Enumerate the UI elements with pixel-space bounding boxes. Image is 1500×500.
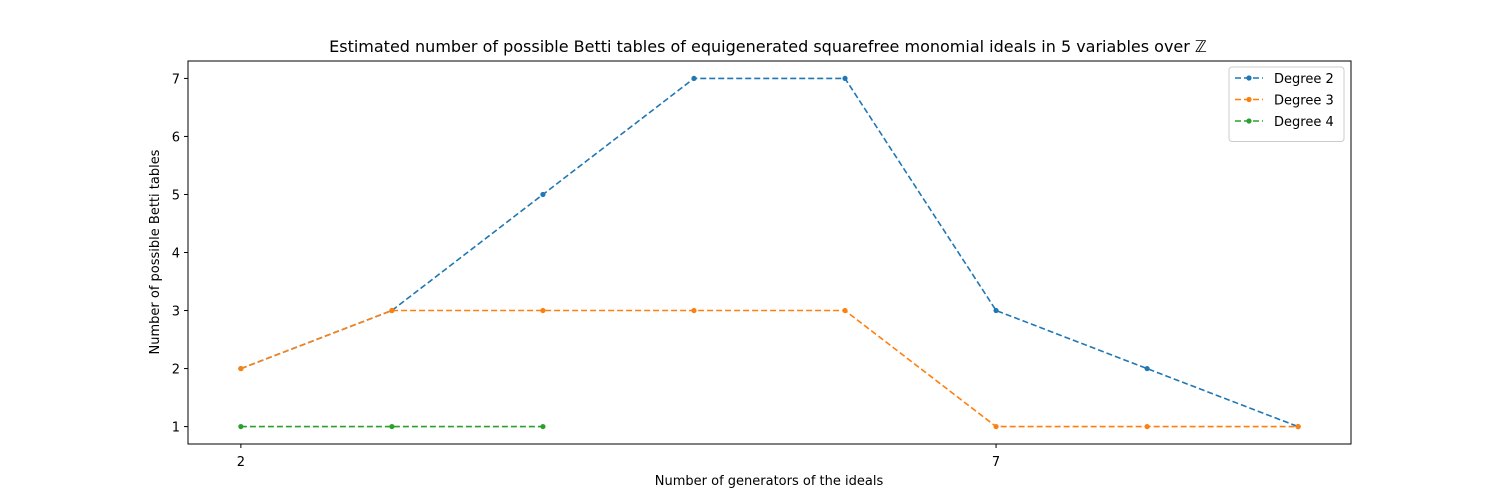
- data-point: [238, 423, 244, 430]
- y-tick-label: 1: [172, 421, 180, 436]
- x-tick-label: 2: [237, 455, 245, 470]
- legend-item: Degree 4: [1235, 115, 1334, 130]
- series-3: [238, 423, 546, 430]
- series-line: [240, 309, 1299, 428]
- legend: Degree 2 Degree 3 Degree 4: [1228, 66, 1345, 142]
- x-axis-label: Number of generators of the ideals: [655, 474, 884, 489]
- series-2: [238, 307, 1301, 430]
- x-tick-label: 7: [992, 455, 1000, 470]
- data-point: [842, 307, 848, 314]
- data-point: [389, 423, 395, 430]
- y-tick-label: 2: [172, 363, 180, 378]
- y-tick-label: 5: [172, 188, 180, 203]
- legend-box: [1228, 66, 1345, 142]
- legend-label: Degree 2: [1274, 72, 1334, 87]
- data-point: [389, 307, 395, 314]
- legend-marker: [1246, 75, 1252, 81]
- data-point: [842, 75, 848, 82]
- data-point: [1144, 423, 1150, 430]
- legend-label: Degree 4: [1274, 115, 1334, 130]
- y-tick-label: 3: [172, 305, 180, 320]
- y-axis-label: Number of possible Betti tables: [148, 149, 163, 354]
- y-tick-label: 4: [172, 247, 180, 262]
- plot-area: [238, 75, 1301, 430]
- y-tick-label: 6: [172, 130, 180, 145]
- y-tick-label: 7: [172, 72, 180, 87]
- legend-label: Degree 3: [1274, 94, 1334, 109]
- data-point: [1295, 423, 1301, 430]
- data-point: [691, 307, 697, 314]
- legend-item: Degree 2: [1235, 72, 1334, 87]
- legend-marker: [1246, 118, 1252, 124]
- data-point: [238, 365, 244, 372]
- y-axis: 1 2 3 4 5 6 7: [172, 72, 188, 436]
- data-point: [993, 423, 999, 430]
- plot-frame: [187, 60, 1352, 445]
- data-point: [540, 423, 546, 430]
- data-point: [993, 307, 999, 314]
- series-line: [240, 77, 1299, 428]
- data-point: [691, 75, 697, 82]
- chart-title: Estimated number of possible Betti table…: [329, 37, 1207, 56]
- data-point: [540, 191, 546, 198]
- data-point: [540, 307, 546, 314]
- legend-marker: [1246, 96, 1252, 103]
- series-1: [238, 75, 1301, 430]
- legend-item: Degree 3: [1235, 94, 1334, 109]
- data-point: [1144, 365, 1150, 372]
